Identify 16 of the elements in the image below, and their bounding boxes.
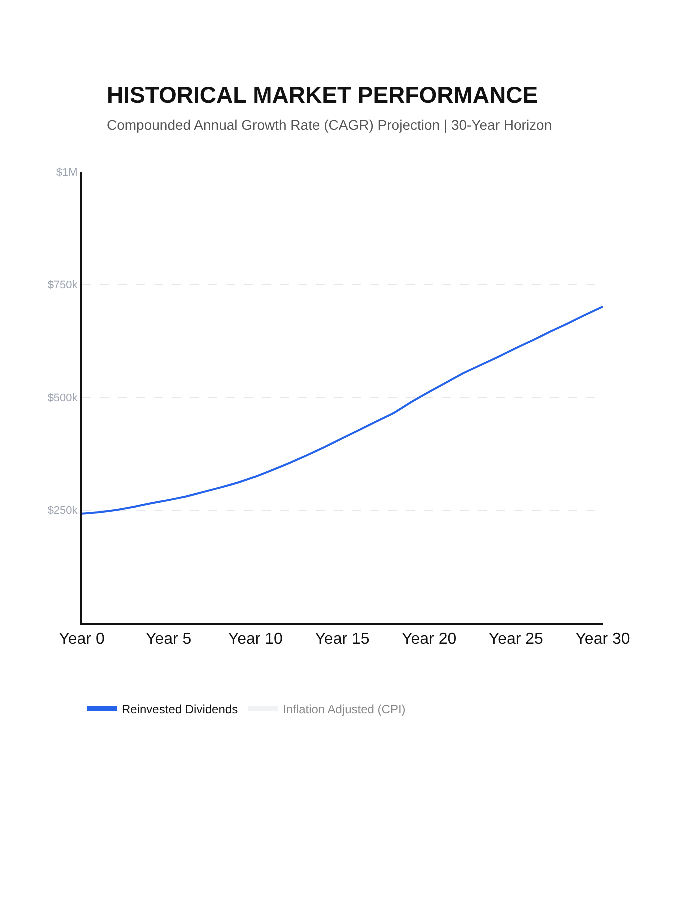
x-tick-label: Year 20 bbox=[402, 631, 457, 648]
legend-label: Reinvested Dividends bbox=[122, 702, 238, 717]
x-tick-label: Year 0 bbox=[59, 631, 105, 648]
legend-label: Inflation Adjusted (CPI) bbox=[283, 702, 406, 717]
y-tick-label: $250k bbox=[48, 505, 78, 518]
x-tick-label: Year 30 bbox=[576, 631, 630, 648]
x-tick-label: Year 5 bbox=[146, 631, 192, 648]
line-series bbox=[82, 306, 603, 515]
y-tick-label: $1M bbox=[56, 166, 78, 179]
y-tick-label: $750k bbox=[48, 280, 78, 292]
chart-subtitle: Compounded Annual Growth Rate (CAGR) Projection | 30-Year Horizon bbox=[107, 117, 552, 133]
x-tick-label: Year 25 bbox=[488, 631, 544, 648]
y-tick-label: $500k bbox=[48, 392, 78, 404]
x-tick-label: Year 15 bbox=[315, 631, 370, 648]
chart-title: HISTORICAL MARKET PERFORMANCE bbox=[107, 82, 538, 108]
x-tick-label: Year 10 bbox=[228, 631, 284, 648]
